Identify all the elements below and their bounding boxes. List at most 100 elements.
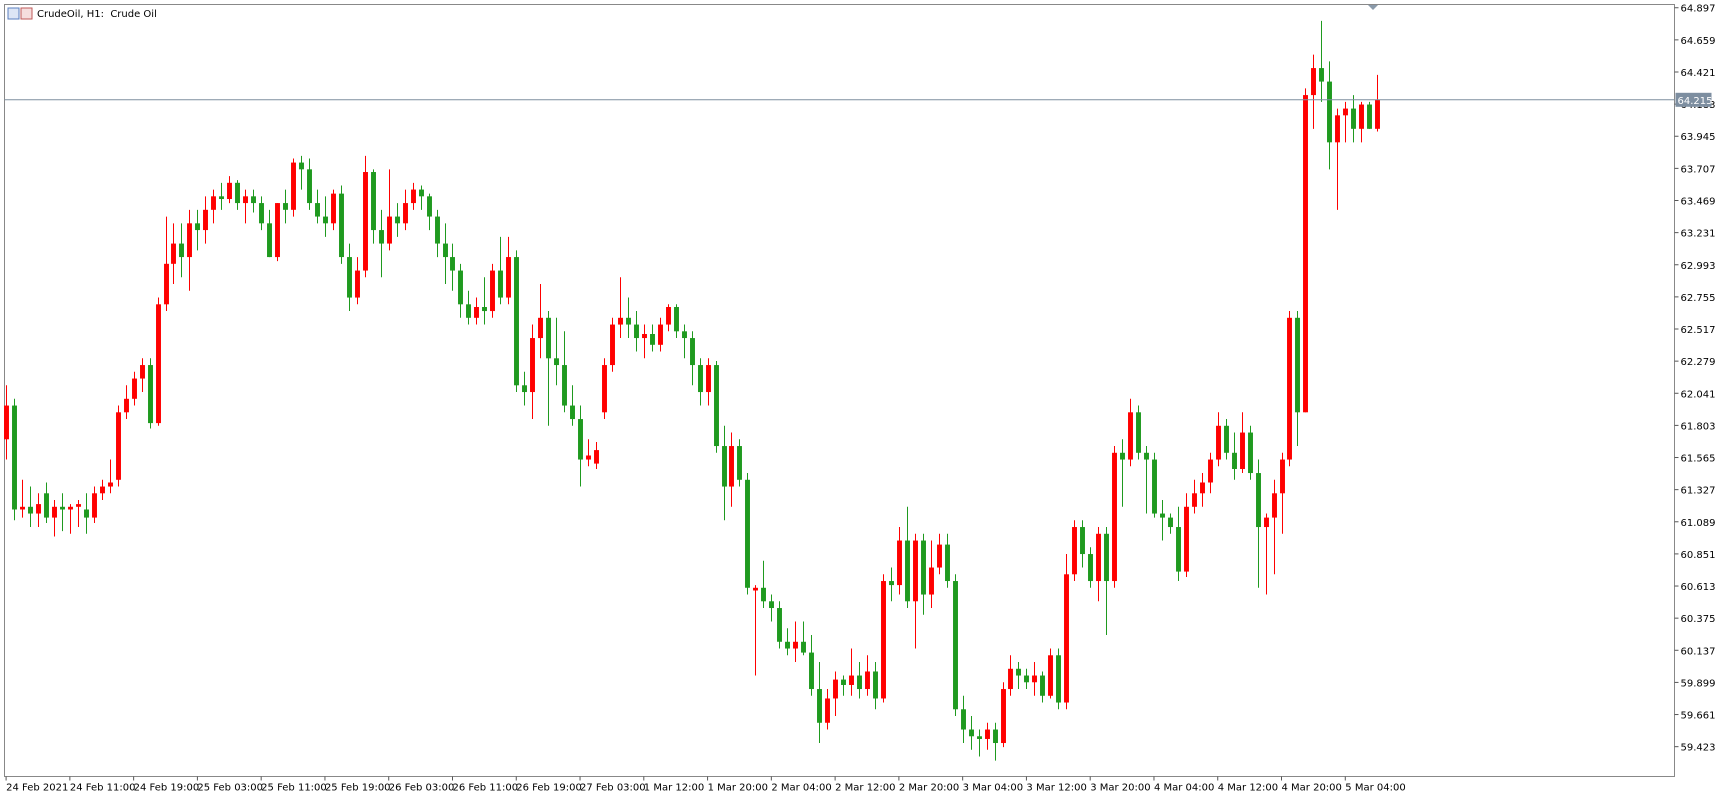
candle-body [283,203,288,210]
candle-body [1295,317,1300,413]
price-label: 64.215 [1678,96,1713,107]
candle-body [1112,452,1117,582]
symbol-icon [7,7,33,20]
candle-body [68,506,73,510]
x-tick-label: 5 Mar 04:00 [1345,783,1405,794]
candle-body [873,671,878,699]
candle-body [1200,482,1205,494]
candle-body [1096,533,1101,582]
x-tick-label: 24 Feb 11:00 [70,783,136,794]
candle-body [1048,655,1053,696]
candle-body [1040,675,1045,696]
candle-body [769,601,774,609]
candle-body [889,581,894,586]
y-tick-label: 63.945 [1681,132,1716,143]
candle-body [1335,115,1340,143]
candle-body [195,223,200,231]
candle-body [849,675,854,685]
candle-body [618,317,623,325]
x-tick-label: 24 Feb 19:00 [134,783,200,794]
candle-body [729,446,734,487]
candle-body [355,270,360,298]
x-tick-label: 1 Mar 20:00 [708,783,768,794]
candle-body [682,331,687,339]
candle-body [1072,527,1077,575]
candle-body [801,641,806,653]
candle-body [953,581,958,710]
y-tick-label: 61.565 [1681,454,1716,465]
candle-body [379,230,384,244]
candle-body [1280,459,1285,494]
y-tick-label: 63.707 [1681,164,1716,175]
candle-body [187,223,192,258]
x-tick-label: 3 Mar 12:00 [1026,783,1086,794]
x-tick-label: 4 Mar 20:00 [1282,783,1342,794]
candle-body [1359,104,1364,129]
candle-body [506,257,511,298]
candle-body [1208,459,1213,483]
candle-body [219,196,224,200]
candle-body [945,544,950,582]
candle-body [1272,493,1277,518]
x-tick-label: 26 Feb 11:00 [452,783,518,794]
candle-body [1248,432,1253,474]
candle-body [833,679,838,699]
y-tick-label: 64.421 [1681,68,1716,79]
x-tick-label: 25 Feb 19:00 [325,783,391,794]
x-tick-label: 26 Feb 03:00 [389,783,455,794]
candle-body [809,652,814,690]
candle-body [116,412,121,480]
candle-body [466,304,471,318]
candle-body [148,365,153,424]
candle-body [865,671,870,690]
candle-body [1064,574,1069,703]
candle-body [570,405,575,420]
candle-body [498,270,503,298]
candle-body [315,203,320,217]
candle-body [1240,432,1245,469]
candle-body [1184,506,1189,572]
candle-body [626,317,631,325]
candle-body [1351,108,1356,129]
candle-body [156,304,161,424]
candle-body [331,193,336,224]
candle-body [761,587,766,602]
candle-body [203,209,208,231]
y-tick-label: 59.899 [1681,678,1716,689]
candle-body [690,338,695,366]
shift-marker [1368,5,1378,10]
candle-body [227,182,232,200]
candle-body [443,243,448,258]
candle-body [745,479,750,588]
candle-body [1056,655,1061,703]
candle-body [1008,668,1013,690]
candle-body [482,307,487,312]
candle-body [411,189,416,204]
price-label-box [1675,92,1712,107]
candle-body [84,509,89,518]
candle-body [1104,533,1109,582]
x-tick-label: 25 Feb 03:00 [197,783,263,794]
candle-body [100,486,105,494]
candle-body [777,608,782,642]
y-tick-label: 60.851 [1681,550,1716,561]
candle-body [76,504,81,507]
candle-body [474,307,479,318]
candle-body [642,334,647,339]
candle-body [490,270,495,312]
candle-body [140,365,145,379]
candle-body [235,182,240,204]
y-tick-label: 62.993 [1681,261,1716,272]
candle-body [387,216,392,244]
candle-body [1136,412,1141,453]
candle-body [706,365,711,393]
candle-body [977,736,982,739]
candle-body [538,317,543,339]
y-tick-label: 62.041 [1681,389,1716,400]
candle-body [514,257,519,386]
candle-body [259,203,264,224]
candle-body [36,504,41,514]
x-tick-label: 25 Feb 11:00 [261,783,327,794]
candle-body [275,203,280,258]
